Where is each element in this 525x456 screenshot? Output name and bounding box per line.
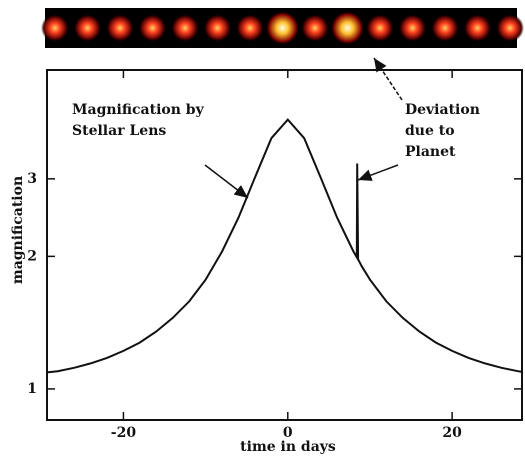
arrow (204, 164, 249, 199)
fringe-spot (366, 14, 394, 42)
fringe-spot (301, 14, 329, 42)
fringe-spot (236, 14, 264, 42)
annotation: Planet (405, 144, 456, 160)
fringe-image (41, 8, 524, 48)
fringe-spot (203, 14, 232, 42)
fringe-spot (330, 11, 365, 45)
y-axis-label: magnification (10, 176, 26, 284)
y-tick-label: 3 (27, 171, 37, 187)
fringe-spot (171, 14, 199, 42)
x-tick-label: 0 (283, 425, 293, 441)
plot-frame (46, 69, 523, 421)
x-tick-label: 20 (442, 425, 462, 441)
fringe-spot (106, 14, 134, 42)
annotation: Deviation (405, 102, 480, 118)
annotation: Magnification by (72, 102, 205, 118)
light-curve (46, 118, 523, 374)
fringe-spot (431, 14, 459, 42)
fringe-spot (398, 14, 427, 42)
fringe-spot (138, 14, 167, 42)
arrow (357, 164, 399, 181)
x-tick-label: -20 (111, 425, 137, 441)
annotation: Stellar Lens (72, 123, 166, 139)
fringe-spot (41, 14, 69, 42)
annotation: due to (405, 123, 455, 139)
fringe-spot (496, 14, 524, 42)
y-tick-label: 2 (27, 248, 37, 264)
x-axis-label: time in days (240, 439, 336, 455)
y-tick-label: 1 (27, 381, 37, 397)
fringe-spot (463, 14, 492, 42)
arrow (373, 57, 403, 101)
fringe-spot (265, 11, 300, 45)
fringe-spot (73, 14, 102, 42)
